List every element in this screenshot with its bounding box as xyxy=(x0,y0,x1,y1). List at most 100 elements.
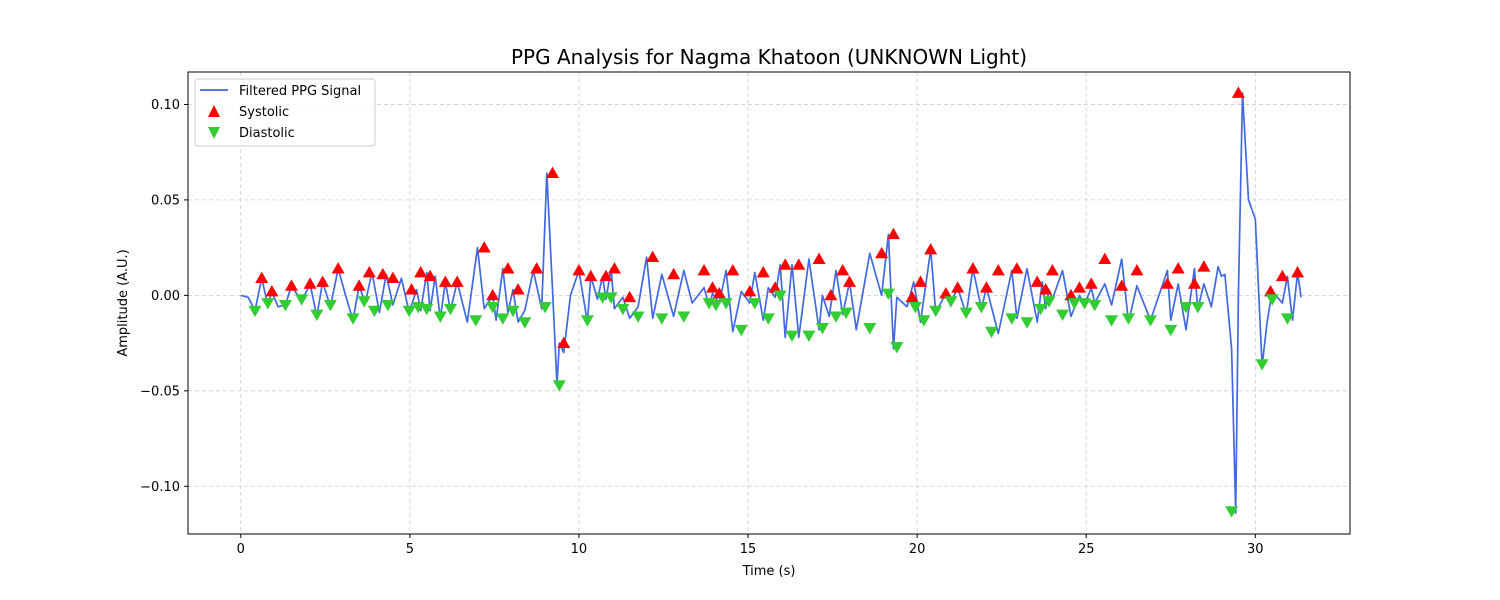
diastolic-marker xyxy=(248,305,262,318)
systolic-marker xyxy=(924,243,938,255)
diastolic-marker xyxy=(1005,313,1019,325)
x-tick-label: 20 xyxy=(909,542,926,557)
diastolic-marker xyxy=(323,300,337,312)
diastolic-marker xyxy=(1034,303,1048,316)
legend-label-signal: Filtered PPG Signal xyxy=(239,84,361,99)
diastolic-marker xyxy=(1067,298,1081,310)
diastolic-marker xyxy=(631,311,645,323)
legend-label-diastolic: Diastolic xyxy=(239,126,295,141)
systolic-marker xyxy=(607,262,621,274)
diastolic-marker xyxy=(357,296,371,308)
systolic-marker xyxy=(1098,252,1112,264)
systolic-marker xyxy=(991,264,1005,276)
x-tick-label: 15 xyxy=(740,542,757,557)
systolic-marker xyxy=(905,290,919,303)
systolic-marker xyxy=(1291,265,1305,278)
diastolic-marker xyxy=(1225,506,1239,518)
y-tick-label: 0.00 xyxy=(151,289,180,304)
diastolic-marker xyxy=(959,307,973,320)
systolic-marker xyxy=(914,275,928,287)
systolic-marker xyxy=(951,281,965,293)
chart-title: PPG Analysis for Nagma Khatoon (UNKNOWN … xyxy=(511,45,1027,69)
y-tick-label: −0.05 xyxy=(140,384,180,399)
systolic-marker xyxy=(438,275,452,287)
systolic-marker xyxy=(450,275,464,287)
diastolic-marker xyxy=(734,324,748,337)
legend-systolic-marker xyxy=(208,105,220,117)
diastolic-marker xyxy=(974,301,988,314)
systolic-marker xyxy=(726,264,740,276)
diastolic-marker xyxy=(346,313,360,325)
ppg-signal-line xyxy=(240,92,1302,514)
diastolic-marker xyxy=(295,294,309,306)
systolic-marker xyxy=(1084,277,1098,289)
systolic-marker xyxy=(842,275,856,287)
systolic-marker xyxy=(572,264,586,276)
systolic-marker xyxy=(546,166,560,179)
diastolic-marker xyxy=(917,315,931,327)
diastolic-marker xyxy=(863,322,877,335)
systolic-marker xyxy=(646,250,660,263)
systolic-marker xyxy=(1130,264,1144,276)
legend: Filtered PPG Signal Systolic Diastolic xyxy=(194,78,376,147)
systolic-marker xyxy=(792,258,806,270)
systolic-marker xyxy=(706,281,720,293)
diastolic-marker xyxy=(1078,298,1092,310)
diastolic-marker xyxy=(1042,296,1056,308)
diastolic-marker xyxy=(1255,359,1269,371)
systolic-marker xyxy=(768,281,782,293)
diastolic-marker xyxy=(278,300,292,312)
systolic-marker xyxy=(255,271,269,284)
diastolic-marker xyxy=(709,300,723,312)
diastolic-marker xyxy=(310,309,324,321)
systolic-marker xyxy=(966,262,980,274)
systolic-marker xyxy=(1039,283,1053,295)
y-axis-label: Amplitude (A.U.) xyxy=(116,249,131,356)
diastolic-marker xyxy=(469,315,483,327)
diastolic-marker xyxy=(538,301,552,314)
x-tick-label: 10 xyxy=(571,542,588,557)
systolic-marker xyxy=(712,286,726,299)
diastolic-marker xyxy=(1179,301,1193,314)
diastolic-marker xyxy=(748,298,762,310)
systolic-marker xyxy=(501,262,515,274)
diastolic-marker xyxy=(655,313,669,325)
signal-layer xyxy=(240,92,1302,514)
systolic-marker xyxy=(836,264,850,276)
diastolic-marker xyxy=(829,311,843,323)
y-tick-label: −0.10 xyxy=(140,480,180,495)
diastolic-marker xyxy=(433,311,447,323)
diastolic-marker xyxy=(839,307,853,320)
systolic-marker xyxy=(1115,279,1129,291)
diastolic-marker xyxy=(1164,324,1178,337)
diastolic-marker xyxy=(802,330,816,342)
diastolic-marker xyxy=(815,322,829,335)
systolic-marker xyxy=(886,227,900,240)
systolic-marker xyxy=(414,265,428,278)
diastolic-marker xyxy=(985,326,999,339)
diastolic-marker xyxy=(580,315,594,327)
systolic-marker xyxy=(352,279,366,291)
diastolic-marker xyxy=(1088,300,1102,312)
diastolic-marker xyxy=(518,317,532,329)
diastolic-marker xyxy=(761,313,775,325)
diastolic-marker xyxy=(604,292,618,304)
systolic-marker xyxy=(1197,260,1211,272)
systolic-marker xyxy=(1010,262,1024,274)
systolic-marker xyxy=(1187,277,1201,289)
systolic-marker xyxy=(477,241,491,253)
diastolic-marker xyxy=(1280,313,1294,325)
systolic-marker xyxy=(265,285,279,297)
systolic-marker xyxy=(667,267,681,280)
diastolic-marker xyxy=(616,303,630,316)
diastolic-marker xyxy=(486,301,500,314)
x-tick-label: 25 xyxy=(1078,542,1095,557)
systolic-marker xyxy=(1264,285,1278,297)
ticks: 0 5 10 15 20 25 30 −0.10 −0.05 0.00 0.05 0.10 xyxy=(140,98,1263,557)
y-tick-label: 0.05 xyxy=(151,193,180,208)
systolic-marker xyxy=(812,252,826,264)
x-tick-label: 0 xyxy=(237,542,245,557)
diastolic-marker xyxy=(1121,313,1135,325)
legend-label-systolic: Systolic xyxy=(239,105,289,120)
diastolic-marker xyxy=(1105,315,1119,327)
